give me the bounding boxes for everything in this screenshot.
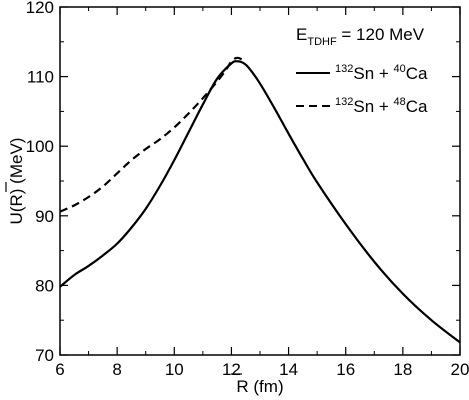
legend-label-40ca: 132Sn + 40Ca [335, 63, 428, 83]
y-tick-label: 80 [35, 276, 54, 295]
ticks [59, 6, 461, 356]
energy-annotation: ETDHF = 120 MeV [296, 25, 425, 48]
x-tick-label: 20 [451, 360, 469, 379]
plot-frame [59, 6, 461, 356]
y-tick-label: 110 [27, 68, 54, 87]
legend: 132Sn + 40Ca 132Sn + 48Ca [296, 63, 428, 116]
series-lines [59, 56, 461, 344]
series-line-48ca [59, 56, 244, 213]
x-tick-label: 6 [55, 360, 64, 379]
x-axis-label: R (fm) [236, 377, 283, 396]
y-tick-label: 100 [26, 137, 54, 156]
x-tick-label: 18 [393, 360, 412, 379]
legend-label-48ca: 132Sn + 48Ca [335, 96, 428, 116]
y-tick-label: 90 [35, 207, 54, 226]
x-tick-label: 10 [165, 360, 184, 379]
y-tick-label: 120 [26, 0, 54, 17]
series-line-40ca [59, 60, 461, 344]
x-tick-label: 16 [336, 360, 355, 379]
y-tick-label: 70 [35, 346, 54, 365]
y-axis-label: U(R) (MeV) [7, 138, 26, 225]
x-tick-label: 8 [112, 360, 121, 379]
x-tick-label: 14 [279, 360, 298, 379]
